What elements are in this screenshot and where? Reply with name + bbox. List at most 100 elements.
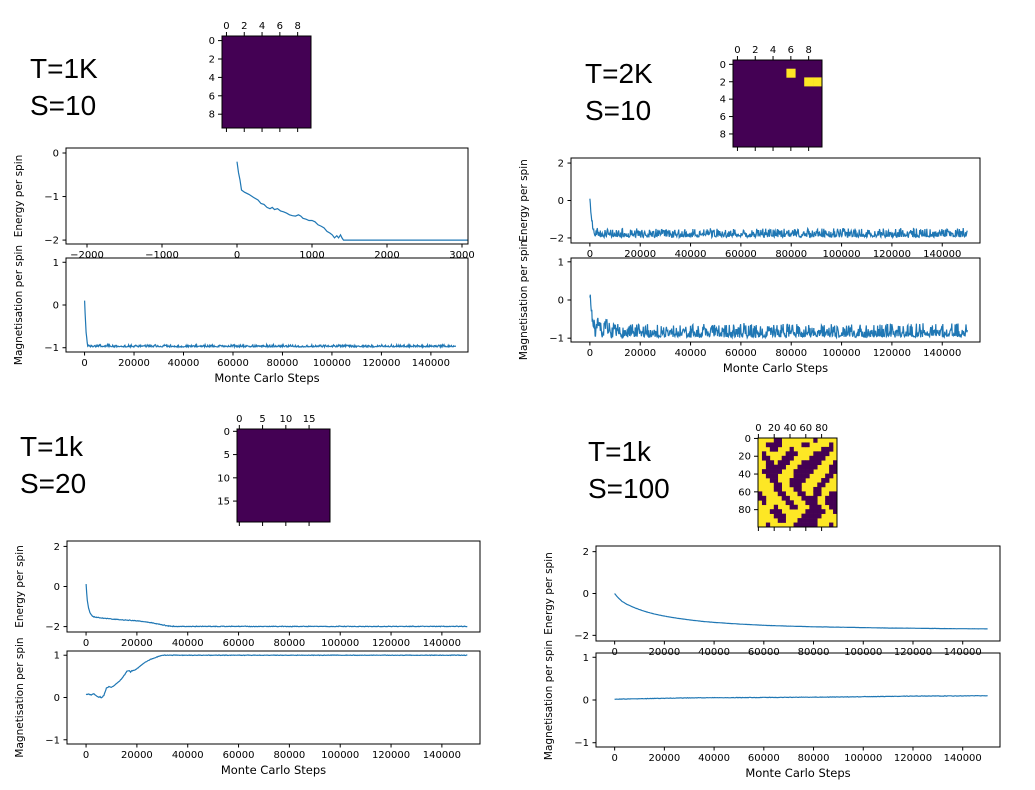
svg-text:0: 0 xyxy=(720,60,726,71)
lattice-svg: 00 5 5 10 10 15 15 xyxy=(217,414,331,526)
svg-text:8: 8 xyxy=(209,110,215,121)
svg-text:5: 5 xyxy=(224,450,230,461)
svg-text:20000: 20000 xyxy=(118,358,150,369)
svg-text:2: 2 xyxy=(752,45,758,56)
svg-text:0: 0 xyxy=(558,296,564,307)
svg-text:20000: 20000 xyxy=(624,249,656,260)
svg-text:2: 2 xyxy=(720,77,726,88)
svg-text:60: 60 xyxy=(799,423,812,434)
svg-text:60000: 60000 xyxy=(748,753,780,764)
svg-text:60000: 60000 xyxy=(223,638,255,649)
svg-text:8: 8 xyxy=(294,21,300,32)
temperature-label: T=1K xyxy=(30,53,98,84)
svg-text:Monte Carlo Steps: Monte Carlo Steps xyxy=(221,763,326,777)
svg-text:0: 0 xyxy=(745,434,751,445)
svg-text:0: 0 xyxy=(587,249,593,260)
svg-text:−2: −2 xyxy=(44,236,59,247)
svg-text:140000: 140000 xyxy=(923,348,961,359)
spins-label: S=10 xyxy=(30,90,97,121)
svg-text:80000: 80000 xyxy=(273,638,305,649)
svg-text:−1000: −1000 xyxy=(145,250,179,261)
condition-label: T=1k S=100 xyxy=(588,433,670,507)
svg-text:20000: 20000 xyxy=(624,348,656,359)
svg-text:0: 0 xyxy=(54,582,60,593)
svg-text:40000: 40000 xyxy=(172,638,204,649)
svg-text:40000: 40000 xyxy=(168,358,200,369)
svg-text:8: 8 xyxy=(805,45,811,56)
svg-text:Energy per spin: Energy per spin xyxy=(14,545,26,628)
svg-text:0: 0 xyxy=(223,21,229,32)
svg-text:1: 1 xyxy=(583,653,589,664)
svg-text:100000: 100000 xyxy=(822,249,860,260)
plot-svg: 0 20000 40000 60000 80000 100000 120000 1400001… xyxy=(13,245,469,385)
svg-text:0: 0 xyxy=(81,358,87,369)
svg-text:60000: 60000 xyxy=(223,750,255,761)
svg-text:120000: 120000 xyxy=(894,753,932,764)
svg-text:100000: 100000 xyxy=(321,750,359,761)
svg-text:20: 20 xyxy=(768,423,781,434)
svg-text:80000: 80000 xyxy=(775,249,807,260)
svg-text:2: 2 xyxy=(209,55,215,66)
energy-per-spin-chart: −2000 −1000 0 1000 2000 3000 0 −1 −2 Energy per s… xyxy=(6,140,478,270)
svg-text:2: 2 xyxy=(241,21,247,32)
svg-text:2: 2 xyxy=(558,159,564,170)
svg-text:80: 80 xyxy=(738,505,751,516)
svg-text:6: 6 xyxy=(209,91,215,102)
svg-text:4: 4 xyxy=(259,21,265,32)
svg-text:Magnetisation per spin: Magnetisation per spin xyxy=(14,637,26,757)
plot-svg: 0 20000 40000 60000 80000 100000 120000 140000 2… xyxy=(518,157,981,260)
svg-text:Monte Carlo Steps: Monte Carlo Steps xyxy=(745,766,850,780)
plot-svg: −2000 −1000 0 1000 2000 3000 0 −1 −2 Energy per s… xyxy=(13,147,475,261)
svg-text:Magnetisation per spin: Magnetisation per spin xyxy=(13,245,25,365)
svg-text:120000: 120000 xyxy=(873,249,911,260)
svg-text:0: 0 xyxy=(611,753,617,764)
svg-text:0: 0 xyxy=(53,149,59,160)
svg-text:6: 6 xyxy=(720,112,726,123)
svg-text:15: 15 xyxy=(217,497,230,508)
svg-text:3000: 3000 xyxy=(449,250,474,261)
svg-text:60000: 60000 xyxy=(725,348,757,359)
svg-text:0: 0 xyxy=(83,750,89,761)
svg-text:60000: 60000 xyxy=(725,249,757,260)
svg-text:140000: 140000 xyxy=(412,358,450,369)
svg-text:Energy per spin: Energy per spin xyxy=(13,155,25,238)
magnetisation-per-spin-chart: 0 20000 40000 60000 80000 100000 120000 140000 1… xyxy=(7,637,490,786)
temperature-label: T=1k xyxy=(588,436,652,467)
svg-text:120000: 120000 xyxy=(372,750,410,761)
svg-text:40000: 40000 xyxy=(675,348,707,359)
svg-text:20000: 20000 xyxy=(121,750,153,761)
svg-text:0: 0 xyxy=(583,696,589,707)
svg-text:0: 0 xyxy=(54,693,60,704)
svg-text:4: 4 xyxy=(209,73,215,84)
svg-text:1: 1 xyxy=(558,257,564,268)
svg-text:Monte Carlo Steps: Monte Carlo Steps xyxy=(723,361,828,375)
svg-text:0: 0 xyxy=(209,36,215,47)
svg-text:120000: 120000 xyxy=(362,358,400,369)
svg-text:40: 40 xyxy=(738,470,751,481)
svg-text:2: 2 xyxy=(54,542,60,553)
svg-text:100000: 100000 xyxy=(822,348,860,359)
svg-text:0: 0 xyxy=(734,45,740,56)
svg-text:1: 1 xyxy=(54,651,60,662)
svg-text:0: 0 xyxy=(755,423,761,434)
svg-text:140000: 140000 xyxy=(944,753,982,764)
svg-text:20: 20 xyxy=(738,452,751,463)
svg-text:Monte Carlo Steps: Monte Carlo Steps xyxy=(214,371,319,385)
svg-text:−2000: −2000 xyxy=(70,250,104,261)
plot-svg: 0 20000 40000 60000 80000 100000 120000 1400001… xyxy=(543,640,1001,780)
svg-text:6: 6 xyxy=(277,21,283,32)
svg-text:Magnetisation per spin: Magnetisation per spin xyxy=(518,240,530,360)
temperature-label: T=2K xyxy=(585,58,653,89)
svg-text:140000: 140000 xyxy=(923,249,961,260)
svg-text:1000: 1000 xyxy=(299,250,324,261)
svg-text:80: 80 xyxy=(815,423,828,434)
svg-text:40000: 40000 xyxy=(172,750,204,761)
condition-label: T=1K S=10 xyxy=(30,50,98,124)
svg-text:40000: 40000 xyxy=(675,249,707,260)
spin-lattice-heatmap: 0 0 20 20 40 40 60 60 80 80 xyxy=(734,420,843,535)
svg-text:120000: 120000 xyxy=(372,638,410,649)
svg-text:6: 6 xyxy=(788,45,794,56)
